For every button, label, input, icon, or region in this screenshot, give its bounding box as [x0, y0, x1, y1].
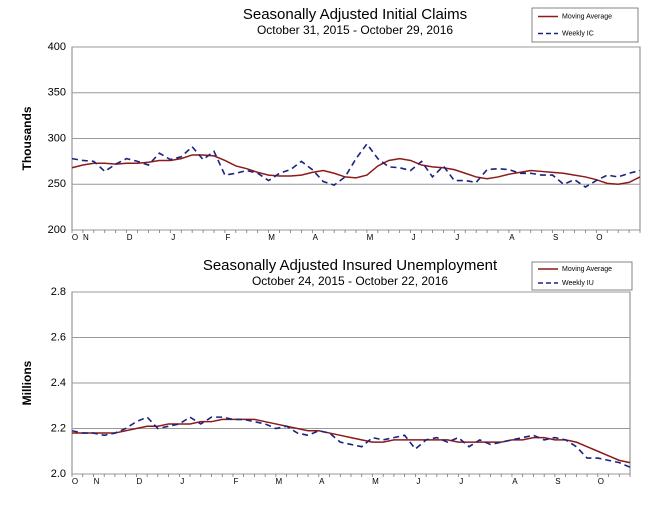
y-tick-label: 2.2: [51, 422, 66, 434]
x-tick-label: A: [512, 477, 518, 486]
y-tick-label: 2.8: [51, 286, 66, 298]
y-tick-label: 2.6: [51, 331, 66, 343]
y-tick-label: 250: [48, 178, 66, 190]
chart-title: Seasonally Adjusted Insured Unemployment: [203, 257, 498, 274]
y-tick-label: 400: [48, 41, 66, 53]
legend-box: [531, 261, 633, 291]
legend-box: [531, 7, 639, 43]
series-line: [71, 142, 641, 188]
y-axis-label: Millions: [20, 360, 34, 405]
y-axis-label: Thousands: [20, 106, 34, 170]
legend-label: Moving Average: [562, 13, 612, 20]
y-tick-label: 2.0: [51, 468, 66, 480]
x-tick-label: O: [596, 233, 602, 242]
y-tick-label: 350: [48, 87, 66, 99]
x-tick-label: N: [94, 477, 100, 486]
x-tick-label: J: [455, 233, 459, 242]
y-tick-label: 2.4: [51, 377, 66, 389]
series-line: [71, 154, 641, 186]
x-tick-label: J: [459, 477, 463, 486]
x-tick-label: O: [72, 477, 78, 486]
x-tick-label: J: [416, 477, 420, 486]
x-tick-label: M: [268, 233, 275, 242]
x-tick-label: M: [276, 477, 283, 486]
legend-label: Weekly IU: [562, 280, 594, 287]
x-tick-label: F: [225, 233, 230, 242]
x-tick-label: M: [372, 477, 379, 486]
x-tick-label: D: [127, 233, 133, 242]
x-tick-label: N: [83, 233, 89, 242]
x-tick-label: M: [367, 233, 374, 242]
x-tick-label: S: [555, 477, 560, 486]
x-tick-label: F: [234, 477, 239, 486]
legend-label: Weekly IC: [562, 30, 594, 37]
chart-subtitle: October 24, 2015 - October 22, 2016: [252, 274, 448, 288]
y-tick-label: 200: [48, 224, 66, 236]
chart-subtitle: October 31, 2015 - October 29, 2016: [257, 23, 453, 37]
x-tick-label: A: [313, 233, 319, 242]
x-tick-label: O: [72, 233, 78, 242]
legend: Moving Average Weekly IC: [531, 7, 639, 43]
x-tick-label: J: [180, 477, 184, 486]
x-tick-label: A: [319, 477, 325, 486]
legend: Moving Average Weekly IU: [531, 261, 633, 291]
legend-label: Moving Average: [562, 266, 612, 273]
x-tick-label: D: [136, 477, 142, 486]
y-tick-label: 300: [48, 132, 66, 144]
x-tick-label: O: [598, 477, 604, 486]
x-tick-label: J: [171, 233, 175, 242]
x-tick-label: A: [509, 233, 515, 242]
chart-title: Seasonally Adjusted Initial Claims: [243, 6, 467, 23]
x-tick-label: S: [553, 233, 558, 242]
x-tick-label: J: [412, 233, 416, 242]
series-line: [71, 416, 631, 468]
